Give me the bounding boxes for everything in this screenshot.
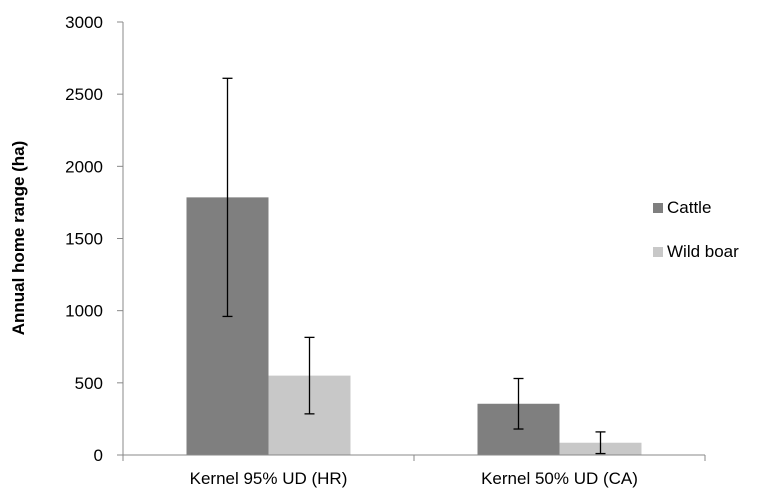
legend-label: Wild boar (667, 242, 739, 261)
y-axis: 0 500 1000 1500 2000 2500 3000 (65, 13, 124, 465)
x-category-label: Kernel 50% UD (CA) (481, 469, 638, 488)
y-tick-label: 1000 (65, 302, 103, 321)
y-tick-label: 2500 (65, 85, 103, 104)
y-tick-label: 0 (94, 446, 103, 465)
x-axis: Kernel 95% UD (HR) Kernel 50% UD (CA) (122, 454, 706, 488)
legend-swatch (653, 247, 663, 257)
y-tick-label: 1500 (65, 230, 103, 249)
y-tick-label: 3000 (65, 13, 103, 32)
y-axis-title: Annual home range (ha) (9, 141, 28, 336)
legend-label: Cattle (667, 198, 711, 217)
y-tick-label: 500 (75, 374, 103, 393)
legend-swatch (653, 203, 663, 213)
y-tick-label: 2000 (65, 157, 103, 176)
x-category-label: Kernel 95% UD (HR) (190, 469, 348, 488)
error-bars (222, 77, 606, 455)
legend: Cattle Wild boar (653, 198, 739, 261)
bars (186, 197, 642, 456)
